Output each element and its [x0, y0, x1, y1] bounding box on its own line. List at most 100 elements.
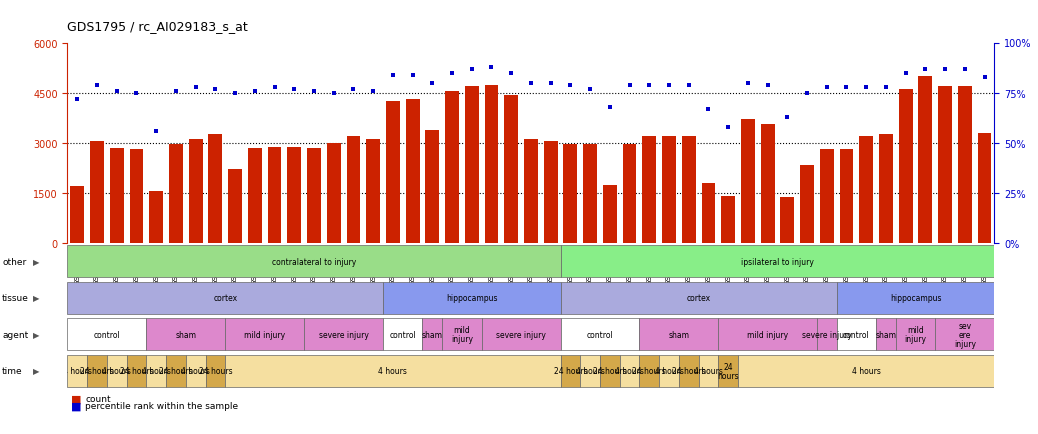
Text: 4 hours: 4 hours [63, 367, 91, 375]
Text: ▶: ▶ [33, 367, 39, 375]
Bar [110, 148, 124, 243]
Text: 24 hours: 24 hours [159, 367, 193, 375]
Bar [580, 355, 600, 387]
Bar [561, 355, 580, 387]
Text: sham: sham [421, 330, 443, 339]
Bar [228, 170, 242, 243]
Bar [327, 144, 340, 243]
Text: control: control [586, 330, 613, 339]
Bar [383, 319, 422, 351]
Bar [623, 145, 636, 243]
Point [778, 114, 795, 121]
Point [936, 66, 953, 73]
Point [563, 82, 579, 89]
Point [640, 82, 658, 89]
Point [956, 66, 973, 73]
Text: 24 hours: 24 hours [119, 367, 154, 375]
Text: 24 hours: 24 hours [198, 367, 233, 375]
Bar [938, 87, 952, 243]
Bar [366, 140, 380, 243]
Text: 4 hours: 4 hours [182, 367, 210, 375]
Bar [659, 355, 679, 387]
Point [739, 80, 756, 87]
Bar [169, 145, 183, 243]
Bar [800, 166, 814, 243]
Bar [442, 319, 482, 351]
Point [129, 90, 145, 97]
Bar [288, 148, 301, 243]
Text: sham: sham [175, 330, 196, 339]
Text: sev
ere
injury: sev ere injury [954, 321, 976, 348]
Bar [718, 355, 738, 387]
Bar [561, 282, 837, 314]
Text: 4 hours: 4 hours [103, 367, 131, 375]
Bar [422, 319, 442, 351]
Text: ▶: ▶ [33, 257, 39, 266]
Text: mild injury: mild injury [747, 330, 788, 339]
Bar [209, 135, 222, 243]
Bar [561, 319, 639, 351]
Text: mild
injury: mild injury [904, 326, 927, 344]
Bar [426, 131, 439, 243]
Bar [206, 355, 225, 387]
Text: ■: ■ [71, 394, 81, 403]
Point [226, 90, 243, 97]
Text: agent: agent [2, 330, 28, 339]
Point [305, 88, 322, 95]
Text: 4 hours: 4 hours [142, 367, 170, 375]
Bar [603, 186, 617, 243]
Point [660, 82, 677, 89]
Text: other: other [2, 257, 26, 266]
Bar [225, 355, 561, 387]
Bar [67, 319, 146, 351]
Text: 24
hours: 24 hours [717, 362, 739, 380]
Bar [544, 141, 557, 243]
Text: severe injury: severe injury [801, 330, 852, 339]
Text: 24 hours: 24 hours [80, 367, 114, 375]
Text: mild
injury: mild injury [450, 326, 473, 344]
Text: cortex: cortex [686, 294, 711, 302]
Point [818, 84, 835, 91]
Text: 24 hours: 24 hours [632, 367, 666, 375]
Text: 24 hours: 24 hours [553, 367, 588, 375]
Bar [406, 100, 419, 243]
Text: 4 hours: 4 hours [616, 367, 644, 375]
Text: severe injury: severe injury [496, 330, 546, 339]
Text: time: time [2, 367, 23, 375]
Point [444, 70, 461, 77]
Text: 4 hours: 4 hours [694, 367, 722, 375]
Text: contralateral to injury: contralateral to injury [272, 257, 356, 266]
Bar [859, 137, 873, 243]
Text: ipsilateral to injury: ipsilateral to injury [741, 257, 814, 266]
Bar [978, 133, 991, 243]
Point [69, 96, 85, 103]
Point [838, 84, 854, 91]
Bar [896, 319, 935, 351]
Bar [682, 137, 695, 243]
Text: 24 hours: 24 hours [672, 367, 706, 375]
Bar [71, 187, 84, 243]
Point [404, 72, 421, 79]
Text: 4 hours: 4 hours [576, 367, 604, 375]
Text: GDS1795 / rc_AI029183_s_at: GDS1795 / rc_AI029183_s_at [67, 20, 248, 33]
Bar [718, 319, 817, 351]
Point [799, 90, 816, 97]
Text: control: control [843, 330, 870, 339]
Bar [741, 120, 755, 243]
Point [187, 84, 203, 91]
Bar [919, 77, 932, 243]
Bar [248, 148, 262, 243]
Bar [840, 150, 853, 243]
Point [918, 66, 934, 73]
Bar [662, 137, 676, 243]
Text: sham: sham [668, 330, 689, 339]
Bar [67, 355, 87, 387]
Bar [600, 355, 620, 387]
Point [621, 82, 637, 89]
Bar [820, 149, 834, 243]
Bar [876, 319, 896, 351]
Text: count: count [85, 394, 111, 403]
Text: ▶: ▶ [33, 294, 39, 302]
Bar [639, 355, 659, 387]
Bar [130, 150, 143, 243]
